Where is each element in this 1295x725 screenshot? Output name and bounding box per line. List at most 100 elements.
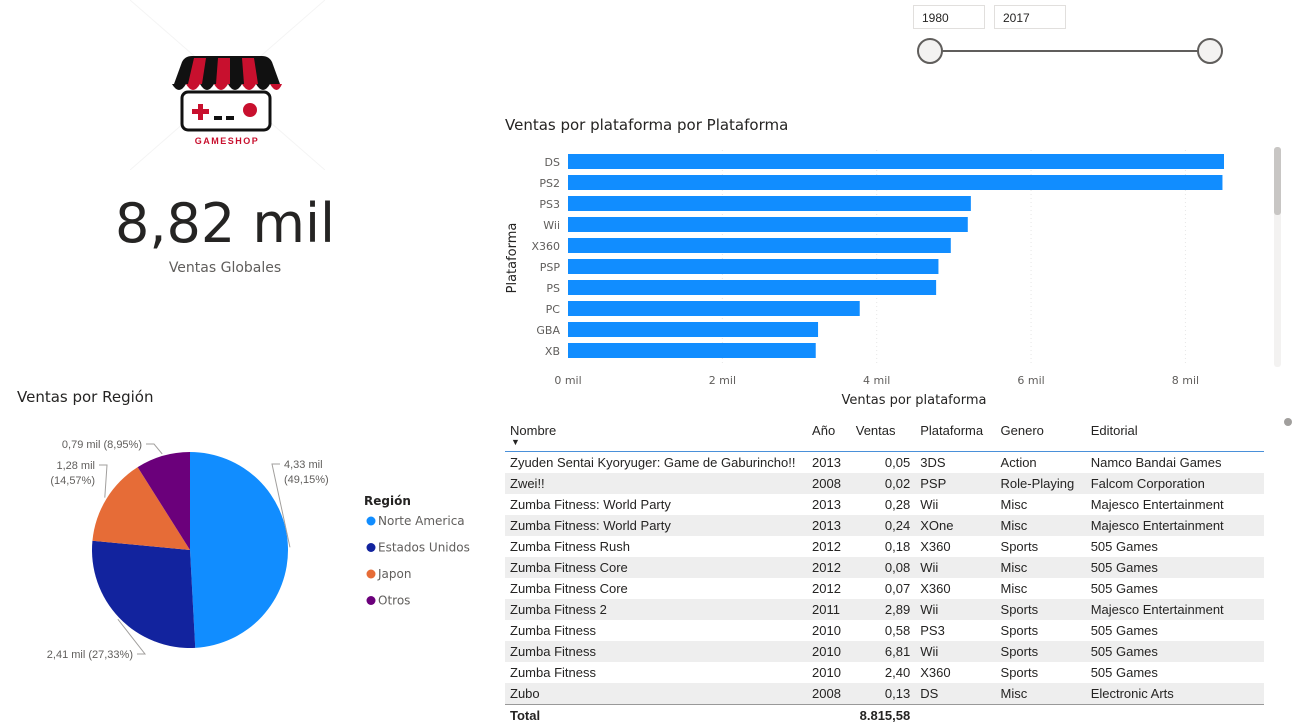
table-cell: 0,28	[884, 497, 911, 512]
bar-category-label: PS	[546, 282, 560, 295]
end-year-input[interactable]: 2017	[994, 5, 1066, 29]
table-row[interactable]: Zumba Fitness 2010 0,58 PS3 Sports 505 Games	[505, 620, 1264, 641]
pie-slice-otros[interactable]	[137, 452, 190, 550]
bar-wii	[568, 217, 968, 232]
pie-leader-line	[146, 443, 163, 455]
table-cell: 2010	[807, 641, 851, 662]
table-cell: 2012	[812, 581, 841, 596]
kpi-label: Ventas Globales	[168, 260, 282, 276]
table-cell: 505 Games	[1090, 623, 1158, 638]
pie-slice-norte-america[interactable]	[190, 452, 288, 648]
column-header-ventas[interactable]: Ventas	[850, 418, 916, 452]
table-cell: Majesco Entertainment	[1090, 497, 1224, 512]
legend-label[interactable]: Otros	[378, 594, 410, 608]
year-range-slider[interactable]	[900, 32, 1240, 72]
legend-marker-estados-unidos[interactable]	[366, 543, 376, 552]
table-row[interactable]: Zumba Fitness: World Party 2013 0,24 XOne Mi…	[505, 515, 1264, 536]
table-cell: X360	[920, 665, 951, 680]
table-cell: 2008	[807, 473, 851, 494]
slider-end-handle[interactable]	[1197, 38, 1223, 64]
table-cell: 505 Games	[1090, 581, 1158, 596]
table-cell: PS3	[920, 623, 945, 638]
legend-marker-japon[interactable]	[366, 569, 376, 579]
table-cell: Action	[1000, 455, 1037, 470]
table-cell: Zubo	[505, 683, 808, 705]
column-header-nombre[interactable]: Nombre	[505, 418, 808, 452]
table-cell: Wii	[915, 641, 996, 662]
table-cell: Misc	[1000, 581, 1028, 596]
total-label: Total	[505, 704, 808, 725]
table-cell: 0,13	[850, 683, 916, 705]
table-cell: 505 Games	[1090, 539, 1158, 554]
table-row[interactable]: Zumba Fitness 2010 2,40 X360 Sports 505 Games	[505, 662, 1264, 683]
bar-chart-scrollbar-track[interactable]	[1274, 147, 1281, 367]
table-row[interactable]: Zumba Fitness: World Party 2013 0,28 Wii Mis…	[505, 494, 1264, 515]
bar-y-axis-label: Plataforma	[505, 223, 520, 294]
legend-label[interactable]: Norte America	[378, 514, 465, 528]
column-header-genero[interactable]: Genero	[995, 418, 1086, 452]
pie-data-label: 4,33 mil	[284, 459, 323, 471]
table-row[interactable]: Zumba Fitness 2010 6,81 Wii Sports 505 Games	[505, 641, 1264, 662]
table-row[interactable]: Zubo 2008 0,13 DS Misc Electronic Arts	[505, 683, 1264, 705]
pie-slice-japon[interactable]	[92, 467, 190, 550]
platform-bar-chart: DS PS2 PS3 Wii X360 PSP PS PC GBA XB 0 mil 2 mil 4 …	[505, 150, 1224, 408]
games-table: ▼ Nombre Año Ventas Plataforma Genero Editori…	[505, 418, 1265, 725]
table-row[interactable]: Zwei!! 2008 0,02 PSP Role-Playing Falcom Corp…	[505, 473, 1264, 494]
table-cell: DS	[915, 683, 996, 705]
logo-brand-text: GAMESHOP	[195, 136, 260, 146]
legend-marker-otros[interactable]	[366, 596, 376, 605]
bar-x-tick-label: 8 mil	[1172, 374, 1199, 387]
table-row[interactable]: Zumba Fitness Rush 2012 0,18 X360 Sports 505 …	[505, 536, 1264, 557]
table-cell: Zumba Fitness Core	[510, 581, 628, 596]
slider-start-handle[interactable]	[917, 38, 943, 64]
bar-category-label: PS3	[539, 198, 560, 211]
table-cell: 0,24	[850, 515, 916, 536]
bar-ps3	[568, 196, 971, 211]
bar-pc	[568, 301, 860, 316]
table-scroll-indicator[interactable]	[1284, 418, 1292, 426]
table-cell: XOne	[915, 515, 996, 536]
bar-x360	[568, 238, 951, 253]
table-row[interactable]: Zyuden Sentai Kyoryuger: Game de Gaburin…	[505, 452, 1264, 474]
table-cell: 2013	[812, 455, 841, 470]
total-value: 8.815,58	[850, 704, 916, 725]
bar-category-label: GBA	[536, 324, 560, 337]
bar-xb	[568, 343, 816, 358]
table-cell: Zumba Fitness: World Party	[510, 497, 671, 512]
table-cell: PSP	[915, 473, 996, 494]
bar-chart-scrollbar-thumb[interactable]	[1274, 147, 1281, 215]
column-header-año[interactable]: Año	[807, 418, 851, 452]
sort-desc-icon[interactable]: ▼	[511, 437, 520, 447]
table-row[interactable]: Zumba Fitness Core 2012 0,07 X360 Misc 505 Ga…	[505, 578, 1264, 599]
bar-category-label: PSP	[540, 261, 561, 274]
table-cell: Zumba Fitness: World Party	[505, 515, 808, 536]
table-cell: Zumba Fitness 2	[505, 599, 808, 620]
column-header-plataforma[interactable]: Plataforma	[915, 418, 996, 452]
table-cell: 0,58	[884, 623, 911, 638]
bar-x-tick-label: 6 mil	[1017, 374, 1044, 387]
table-cell: Wii	[920, 497, 939, 512]
start-year-input[interactable]: 1980	[913, 5, 985, 29]
pie-data-label-pct: (49,15%)	[284, 474, 329, 486]
table-cell: 2008	[807, 683, 851, 705]
bar-x-tick-label: 0 mil	[554, 374, 581, 387]
legend-label[interactable]: Estados Unidos	[378, 541, 470, 555]
legend-label[interactable]: Japon	[377, 567, 411, 581]
table-cell: 3DS	[920, 455, 946, 470]
table-cell: Misc	[995, 515, 1086, 536]
bar-ps2	[568, 175, 1223, 190]
table-cell: 2013	[812, 497, 841, 512]
pie-slice-estados-unidos[interactable]	[91, 540, 196, 648]
bar-ds	[568, 154, 1224, 169]
table-row[interactable]: Zumba Fitness 2 2011 2,89 Wii Sports Majesco …	[505, 599, 1264, 620]
table-cell: Majesco Entertainment	[1085, 599, 1264, 620]
table-cell: 2,40	[884, 665, 911, 680]
table-cell: 6,81	[850, 641, 916, 662]
table-cell: Sports	[995, 641, 1086, 662]
bar-x-tick-label: 2 mil	[709, 374, 736, 387]
table-cell: Sports	[995, 599, 1086, 620]
column-header-editorial[interactable]: Editorial	[1085, 418, 1264, 452]
table-row[interactable]: Zumba Fitness Core 2012 0,08 Wii Misc 505 Gam…	[505, 557, 1264, 578]
legend-marker-norte-america[interactable]	[366, 516, 376, 526]
pie-data-label: 1,28 mil	[56, 460, 95, 472]
